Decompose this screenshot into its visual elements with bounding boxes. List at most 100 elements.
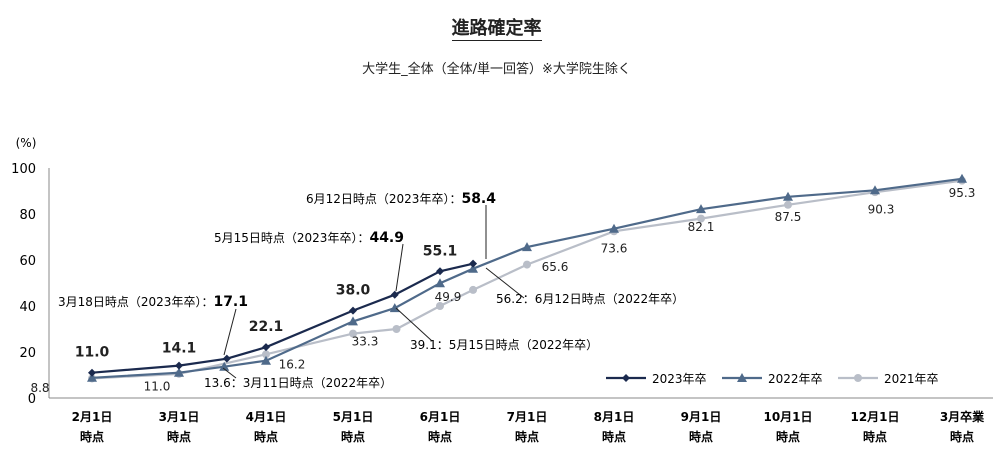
callout-annotation: 6月12日時点（2023年卒）：58.4 — [306, 191, 496, 259]
callout-annotation: 5月15日時点（2023年卒）：44.9 — [214, 230, 404, 292]
data-label: 11.0 — [75, 345, 110, 361]
x-tick-label: 時点 — [950, 429, 974, 444]
data-label: 87.5 — [775, 210, 802, 224]
data-point-2022 — [261, 355, 271, 365]
callout-leader-line — [222, 367, 237, 379]
y-tick-label: 80 — [19, 208, 36, 223]
data-label: 16.2 — [279, 358, 306, 372]
y-tick-label: 20 — [19, 346, 36, 361]
data-point-2022 — [609, 223, 619, 233]
data-label: 65.6 — [542, 260, 569, 274]
legend-item-2021: 2021年卒 — [838, 372, 939, 386]
callout-leader-line — [395, 243, 404, 292]
callout-annotation: 39.1：5月15日時点（2022年卒） — [395, 307, 598, 352]
x-tick-label: 時点 — [341, 429, 365, 444]
y-tick-label: 100 — [11, 162, 36, 177]
callout-text: 39.1：5月15日時点（2022年卒） — [410, 338, 598, 352]
data-point-2021 — [436, 302, 444, 310]
callout-text: 56.2：6月12日時点（2022年卒） — [496, 292, 684, 306]
x-tick-label: 8月1日 — [594, 410, 635, 424]
callout-label: 13.6：3月11日時点（2022年卒） — [204, 376, 392, 390]
x-tick-label: 4月1日 — [246, 410, 287, 424]
x-tick-label: 時点 — [602, 429, 626, 444]
x-tick-label: 時点 — [689, 429, 713, 444]
data-point-2022 — [870, 185, 880, 195]
data-label: 33.3 — [352, 334, 379, 348]
data-point-2021 — [523, 260, 531, 269]
legend-item-2022: 2022年卒 — [722, 372, 823, 386]
legend-label-2023: 2023年卒 — [652, 372, 707, 386]
legend-marker-2023 — [622, 374, 630, 382]
legend-marker-2021 — [854, 374, 862, 382]
callout-leader-line — [223, 308, 237, 356]
data-point-2023 — [390, 290, 399, 299]
x-tick-label: 時点 — [863, 429, 887, 444]
x-tick-label: 時点 — [515, 429, 539, 444]
data-label: 49.9 — [435, 290, 462, 304]
data-label: 38.0 — [336, 283, 371, 299]
x-tick-label: 時点 — [167, 429, 191, 444]
data-point-2022 — [435, 278, 445, 288]
series-2023 — [88, 259, 478, 377]
x-tick-label: 時点 — [80, 429, 104, 444]
data-label: 73.6 — [601, 242, 628, 256]
data-point-2022 — [87, 372, 97, 382]
callout-leader-line — [485, 267, 525, 299]
x-tick-label: 時点 — [428, 429, 452, 444]
data-label: 90.3 — [868, 202, 895, 216]
x-tick-label: 時点 — [776, 429, 800, 444]
callout-text: 13.6：3月11日時点（2022年卒） — [204, 376, 392, 390]
chart-legend: 2023年卒 2022年卒 2021年卒 — [606, 372, 939, 386]
callout-text: 3月18日時点（2023年卒）： — [58, 295, 213, 309]
data-point-2022 — [219, 361, 230, 371]
x-tick-label: 3月1日 — [159, 410, 200, 424]
data-point-2023 — [262, 343, 270, 352]
data-label: 22.1 — [249, 319, 284, 335]
x-tick-label: 時点 — [254, 429, 278, 444]
callout-label: 56.2：6月12日時点（2022年卒） — [496, 292, 684, 306]
data-point-2021 — [469, 285, 478, 294]
x-tick-label: 10月1日 — [763, 410, 812, 424]
legend-item-2023: 2023年卒 — [606, 372, 707, 386]
data-point-2023 — [88, 368, 96, 377]
data-point-2022 — [957, 173, 967, 183]
callout-value: 58.4 — [461, 191, 496, 207]
x-tick-label: 3月卒業 — [940, 409, 985, 424]
data-point-2022 — [783, 191, 793, 201]
data-label: 14.1 — [162, 341, 197, 357]
callout-annotation: 13.6：3月11日時点（2022年卒） — [204, 367, 392, 390]
data-point-2021 — [392, 325, 401, 333]
y-axis-unit: (%) — [16, 136, 37, 150]
callout-annotation: 56.2：6月12日時点（2022年卒） — [485, 267, 684, 306]
x-tick-label: 12月1日 — [850, 410, 899, 424]
callout-label: 3月18日時点（2023年卒）：17.1 — [58, 294, 248, 310]
data-label: 11.0 — [144, 380, 171, 394]
x-tick-label: 5月1日 — [333, 410, 374, 424]
series-2022 — [87, 173, 967, 382]
legend-label-2022: 2022年卒 — [768, 372, 823, 386]
chart-title: 進路確定率 — [451, 18, 542, 41]
chart-subtitle: 大学生_全体（全体/単一回答）※大学院生除く — [362, 62, 631, 77]
callout-leader-line — [395, 307, 433, 342]
data-point-2022 — [468, 263, 479, 273]
callout-label: 39.1：5月15日時点（2022年卒） — [410, 338, 598, 352]
x-tick-label: 2月1日 — [72, 410, 113, 424]
data-point-2022 — [522, 242, 532, 252]
series-line-2023 — [91, 262, 474, 374]
data-label: 95.3 — [949, 186, 976, 200]
data-point-2023 — [222, 354, 231, 363]
series-2021 — [88, 176, 966, 383]
data-label: 55.1 — [423, 243, 458, 259]
callout-text: 6月12日時点（2023年卒）： — [306, 192, 461, 206]
y-tick-label: 0 — [28, 392, 36, 407]
legend-marker-2022 — [737, 373, 747, 382]
data-label: 8.8 — [30, 381, 49, 395]
data-point-2022 — [696, 204, 706, 214]
callout-label: 5月15日時点（2023年卒）：44.9 — [214, 230, 404, 246]
data-point-2023 — [349, 306, 357, 315]
data-point-2021 — [349, 329, 357, 338]
data-point-2022 — [174, 367, 184, 377]
series-line-2022 — [91, 177, 963, 379]
data-point-2021 — [784, 200, 792, 209]
